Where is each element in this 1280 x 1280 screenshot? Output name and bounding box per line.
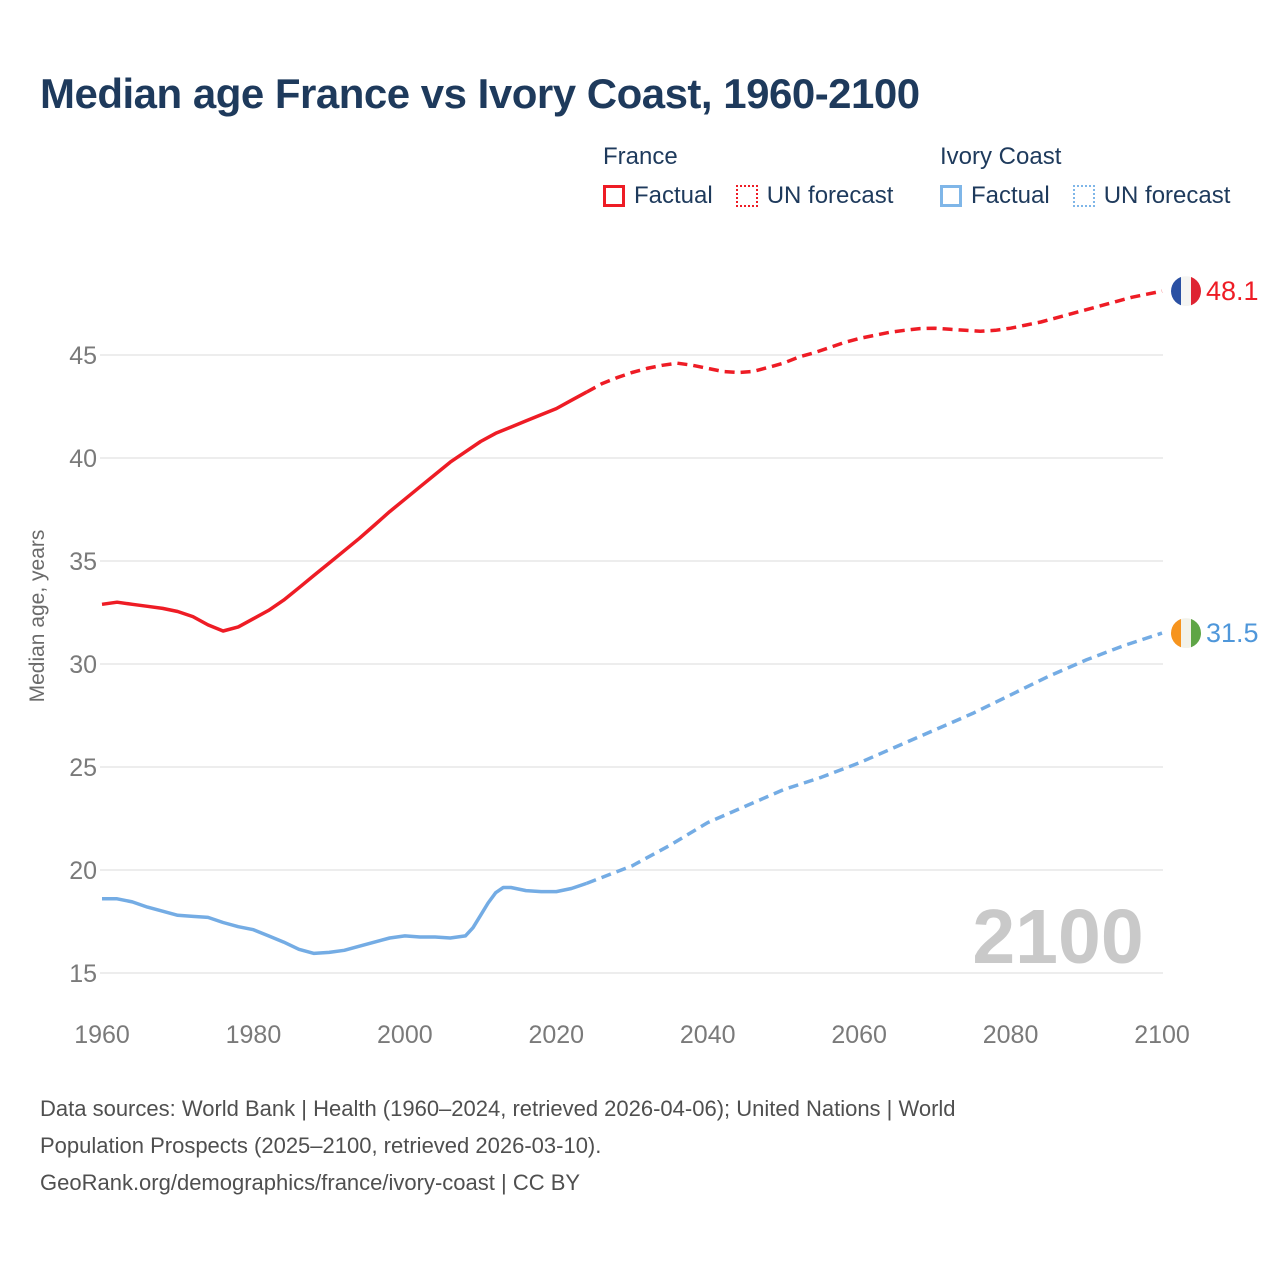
legend-ivory-coast-items: Factual UN forecast xyxy=(940,182,1230,210)
france-flag-icon xyxy=(1181,276,1191,307)
x-tick-label-2020: 2020 xyxy=(528,1021,584,1049)
x-tick-label-2060: 2060 xyxy=(831,1021,887,1049)
y-tick-label-20: 20 xyxy=(69,857,97,885)
france-factual-line xyxy=(101,390,588,633)
footer-data-sources-line-2: Population Prospects (2025–2100, retriev… xyxy=(40,1133,602,1158)
x-tick-label-1980: 1980 xyxy=(226,1021,282,1049)
footer-data-sources-line-1: Data sources: World Bank | Health (1960–… xyxy=(40,1096,956,1121)
x-tick-label-2100: 2100 xyxy=(1134,1021,1190,1049)
ivory-coast-end-value-label: 31.5 xyxy=(1206,618,1259,648)
x-tick-label-1960: 1960 xyxy=(74,1021,130,1049)
legend-group-france: France Factual UN forecast xyxy=(603,143,893,210)
france-forecast-swatch-icon xyxy=(735,185,758,207)
france-forecast-label: UN forecast xyxy=(766,182,894,209)
legend: France Factual UN forecast Ivory Coast F… xyxy=(0,143,1280,223)
ivory-coast-factual-swatch-icon xyxy=(940,185,962,207)
ivory-coast-factual-label: Factual xyxy=(971,182,1050,209)
ivory-coast-forecast-swatch-icon xyxy=(1072,185,1095,207)
legend-ivory-coast-title: Ivory Coast xyxy=(940,143,1062,170)
watermark-year: 2100 xyxy=(972,894,1143,980)
ivory-coast-factual-line xyxy=(102,881,588,956)
y-axis-title: Median age, years xyxy=(26,530,49,703)
france-end-value-label: 48.1 xyxy=(1206,276,1259,306)
france-factual-label: Factual xyxy=(634,182,713,209)
y-tick-label-40: 40 xyxy=(69,445,97,473)
legend-france-items: Factual UN forecast xyxy=(603,182,893,210)
ivory-coast-un-forecast-line xyxy=(585,631,1163,886)
y-tick-label-15: 15 xyxy=(69,960,97,988)
y-tick-label-45: 45 xyxy=(69,342,97,370)
footer: Data sources: World Bank | Health (1960–… xyxy=(40,1090,956,1201)
x-tick-label-2000: 2000 xyxy=(377,1021,433,1049)
x-tick-label-2080: 2080 xyxy=(983,1021,1039,1049)
footer-attribution-line: GeoRank.org/demographics/france/ivory-co… xyxy=(40,1170,581,1195)
ivory-coast-flag-icon xyxy=(1171,618,1181,649)
page-title: Median age France vs Ivory Coast, 1960-2… xyxy=(40,70,920,117)
france-un-forecast-line xyxy=(585,289,1163,394)
ivory-coast-flag-icon xyxy=(1191,618,1201,649)
france-flag-icon xyxy=(1171,276,1181,307)
x-tick-label-2040: 2040 xyxy=(680,1021,736,1049)
y-tick-label-25: 25 xyxy=(69,754,97,782)
y-tick-label-30: 30 xyxy=(69,651,97,679)
legend-france-title: France xyxy=(603,143,678,170)
ivory-coast-forecast-label: UN forecast xyxy=(1103,182,1231,209)
legend-group-ivory-coast: Ivory Coast Factual UN forecast xyxy=(940,143,1230,210)
y-tick-label-35: 35 xyxy=(69,548,97,576)
france-flag-icon xyxy=(1191,276,1201,307)
france-factual-swatch-icon xyxy=(603,185,625,207)
ivory-coast-flag-icon xyxy=(1181,618,1191,649)
